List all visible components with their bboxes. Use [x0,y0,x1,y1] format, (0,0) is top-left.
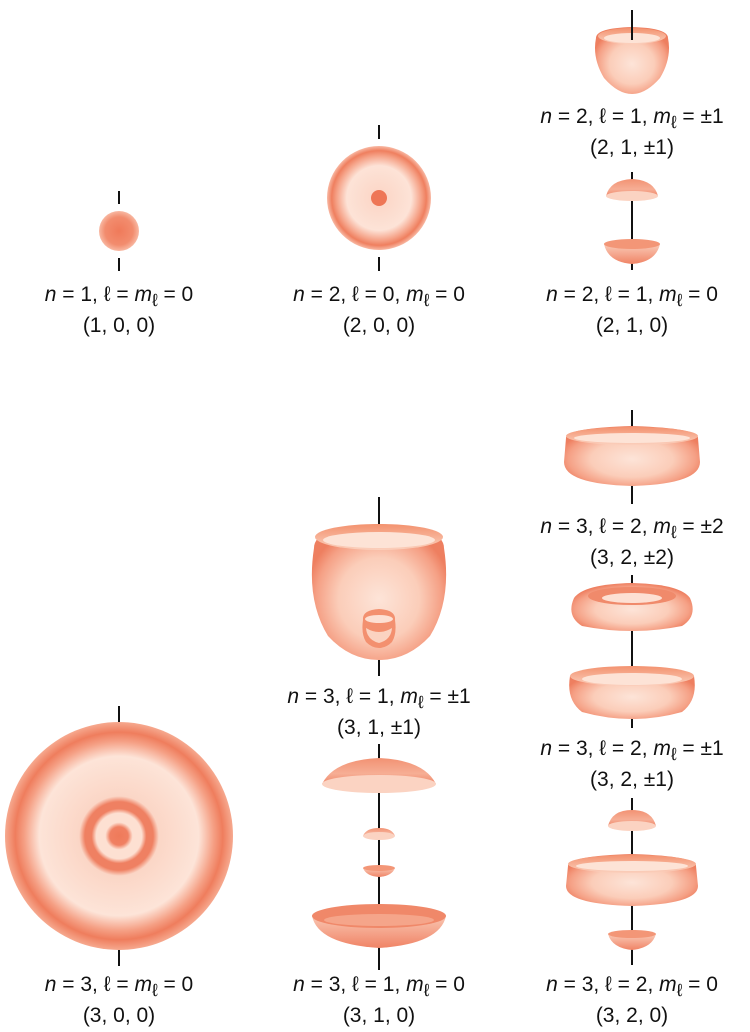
quantum-label: n = 3, ℓ = 1, mℓ = 0 [293,973,465,1001]
quantum-triple: (3, 1, ±1) [337,716,421,740]
orbital-3s [5,722,233,950]
orbital-1s [99,211,139,251]
quantum-label: n = 1, ℓ = mℓ = 0 [44,283,194,311]
orbital-2s [327,146,431,250]
quantum-triple: (3, 0, 0) [82,1004,156,1028]
orbital-2p-pm1 [595,24,669,94]
caption-n3-l2-m0: n = 3, ℓ = 2, mℓ = 0 (3, 2, 0) [546,972,718,1029]
orbital-2p-0 [604,179,660,264]
caption-n3-l1-m0: n = 3, ℓ = 1, mℓ = 0 (3, 1, 0) [293,972,465,1029]
quantum-triple: (2, 1, ±1) [590,136,674,160]
caption-n1-l0-m0: n = 1, ℓ = mℓ = 0 (1, 0, 0) [45,282,194,339]
quantum-triple: (3, 2, 0) [595,1004,669,1028]
orbital-3p-0 [312,758,446,948]
caption-n3-l1-pm1: n = 3, ℓ = 1, mℓ = ±1 (3, 1, ±1) [287,684,470,741]
quantum-label: n = 3, ℓ = 1, mℓ = ±1 [287,685,471,713]
quantum-triple: (2, 1, 0) [595,314,669,338]
quantum-triple: (3, 2, ±1) [590,768,674,792]
caption-n3-l2-pm2: n = 3, ℓ = 2, mℓ = ±2 (3, 2, ±2) [540,514,723,571]
caption-n3-l2-pm1: n = 3, ℓ = 2, mℓ = ±1 (3, 2, ±1) [540,736,723,793]
orbital-3d-pm2 [564,426,700,486]
caption-n3-l0-m0: n = 3, ℓ = mℓ = 0 (3, 0, 0) [45,972,194,1029]
quantum-label: n = 2, ℓ = 0, mℓ = 0 [293,283,465,311]
quantum-label: n = 3, ℓ = 2, mℓ = ±1 [540,737,724,765]
quantum-label: n = 3, ℓ = 2, mℓ = 0 [546,973,718,1001]
quantum-label: n = 2, ℓ = 1, mℓ = ±1 [540,105,724,133]
orbital-3d-pm1 [569,583,695,719]
quantum-label: n = 3, ℓ = 2, mℓ = ±2 [540,515,724,543]
caption-n2-l0-m0: n = 2, ℓ = 0, mℓ = 0 (2, 0, 0) [293,282,465,339]
quantum-triple: (3, 1, 0) [342,1004,416,1028]
quantum-triple: (3, 2, ±2) [590,546,674,570]
quantum-label: n = 2, ℓ = 1, mℓ = 0 [546,283,718,311]
quantum-triple: (1, 0, 0) [82,314,156,338]
orbital-3d-0 [566,810,698,950]
caption-n2-l1-m0: n = 2, ℓ = 1, mℓ = 0 (2, 1, 0) [546,282,718,339]
quantum-triple: (2, 0, 0) [342,314,416,338]
orbital-3p-pm1 [311,524,447,660]
quantum-label: n = 3, ℓ = mℓ = 0 [44,973,194,1001]
caption-n2-l1-pm1: n = 2, ℓ = 1, mℓ = ±1 (2, 1, ±1) [540,104,723,161]
